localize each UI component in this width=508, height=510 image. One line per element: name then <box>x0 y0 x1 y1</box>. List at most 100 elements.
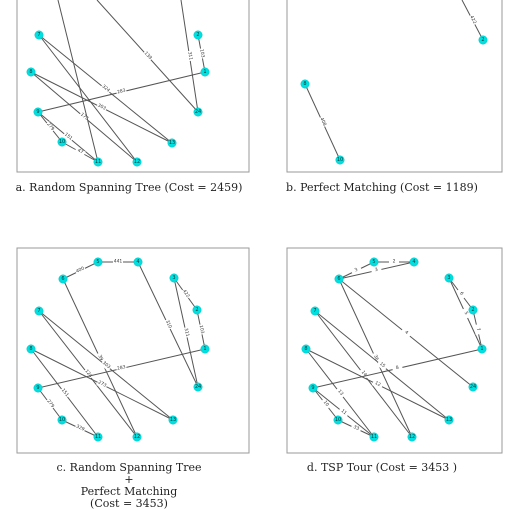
node-circle <box>169 273 179 283</box>
node-label: 10 <box>59 139 65 145</box>
edge-label-bg <box>113 259 123 265</box>
node-circle <box>444 273 454 283</box>
node-label: 2 <box>471 307 474 313</box>
graph-node: 7 <box>34 30 44 40</box>
node-label: 24 <box>470 384 476 390</box>
edge-weight-label: 11 <box>340 408 348 416</box>
graph-node: 10 <box>333 415 343 425</box>
node-circle <box>444 415 454 425</box>
node-circle <box>308 383 318 393</box>
graph-node: 1 <box>477 344 487 354</box>
node-circle <box>34 30 44 40</box>
node-label: 6 <box>337 276 340 282</box>
edge-weight-label: 103 <box>198 49 206 59</box>
edge-label-bg <box>317 116 328 128</box>
node-label: 3 <box>447 275 450 281</box>
graph-node: 8 <box>301 344 311 354</box>
plot-frame <box>16 247 250 454</box>
caption-line: (Cost = 3453) <box>90 497 168 510</box>
plot-frame <box>286 247 503 454</box>
panel-a-caption: a. Random Spanning Tree (Cost = 2459) <box>4 182 254 194</box>
node-circle <box>409 257 419 267</box>
edge-weight-label: 324 <box>101 84 112 94</box>
caption-line: + <box>124 473 134 486</box>
node-label: 13 <box>170 417 176 423</box>
edge-label-bg <box>99 83 112 95</box>
panel-b-caption: b. Perfect Matching (Cost = 1189) <box>257 182 507 194</box>
edge-label-bg <box>95 102 108 113</box>
node-circle <box>200 67 210 77</box>
node-circle <box>93 257 103 267</box>
graph-node: 2 <box>192 305 202 315</box>
node-circle <box>26 344 36 354</box>
edge-weight-label: 400 <box>75 265 85 274</box>
edge-weight-label: 422 <box>181 288 191 299</box>
edge-label-bg <box>370 266 383 275</box>
edge-weight-label: 422 <box>468 15 477 26</box>
edge-weight-label: 329 <box>75 424 85 433</box>
node-circle <box>167 138 177 148</box>
node-label: 7 <box>37 32 40 38</box>
node-circle <box>26 67 36 77</box>
node-label: 12 <box>134 434 140 440</box>
edge-label-bg <box>180 288 191 300</box>
node-circle <box>335 155 345 165</box>
node-label: 8 <box>304 346 307 352</box>
graph-node: 8 <box>300 79 310 89</box>
edge-weight-label: 12 <box>374 380 382 388</box>
edge-weight-label: 3 <box>374 267 378 274</box>
edge-weight-label: 151 <box>63 132 74 142</box>
edge-label-bg <box>376 360 388 371</box>
node-circle <box>369 257 379 267</box>
node-circle <box>333 415 343 425</box>
edge-weight-label: 273 <box>97 379 107 388</box>
edge-label-bg <box>460 307 471 320</box>
edge-weight-label: 311 <box>186 51 193 61</box>
graph-node: 2 <box>468 305 478 315</box>
graph-node: 9 <box>308 383 318 393</box>
edge-weight-label: 139 <box>143 50 153 60</box>
edge-label-bg <box>163 318 173 331</box>
node-label: 13 <box>169 140 175 146</box>
edge-label-bg <box>455 288 467 300</box>
graph-edge <box>38 34 138 163</box>
edge-weight-label: 8 <box>395 365 399 372</box>
plot-frame <box>16 0 250 173</box>
graph-node: 2 <box>478 35 488 45</box>
edge-label-bg <box>181 326 191 339</box>
edge-label-bg <box>95 352 105 364</box>
graph-node: 13 <box>167 138 177 148</box>
node-label: 4 <box>136 259 139 265</box>
edge-weight-label: 279 <box>45 398 55 409</box>
node-circle <box>57 137 67 147</box>
edge-weight-label: 15 <box>378 361 386 369</box>
node-circle <box>301 344 311 354</box>
edge-label-bg <box>74 265 87 276</box>
node-circle <box>33 107 43 117</box>
node-label: 9 <box>36 109 39 115</box>
edge-label-bg <box>391 364 404 373</box>
node-label: 12 <box>134 159 140 165</box>
edge-label-bg <box>400 327 412 339</box>
node-circle <box>477 344 487 354</box>
edge-label-bg <box>320 398 331 410</box>
graph-node: 8 <box>26 67 36 77</box>
node-circle <box>300 79 310 89</box>
edge-weight-label: 124 <box>83 368 93 379</box>
edge-label-bg <box>74 146 86 158</box>
edge-weight-label: 408 <box>318 117 327 127</box>
edge-label-bg <box>197 48 206 59</box>
node-circle <box>133 257 143 267</box>
graph-node: 7 <box>34 306 44 316</box>
graph-node: 10 <box>335 155 345 165</box>
node-label: 8 <box>29 346 32 352</box>
node-label: 24 <box>195 384 201 390</box>
graph-node: 9 <box>33 107 43 117</box>
node-label: 9 <box>36 385 39 391</box>
node-circle <box>200 344 210 354</box>
graph-node: 12 <box>407 432 417 442</box>
edge-label-bg <box>370 352 381 364</box>
node-label: 4 <box>412 259 415 265</box>
node-label: 3 <box>172 275 175 281</box>
